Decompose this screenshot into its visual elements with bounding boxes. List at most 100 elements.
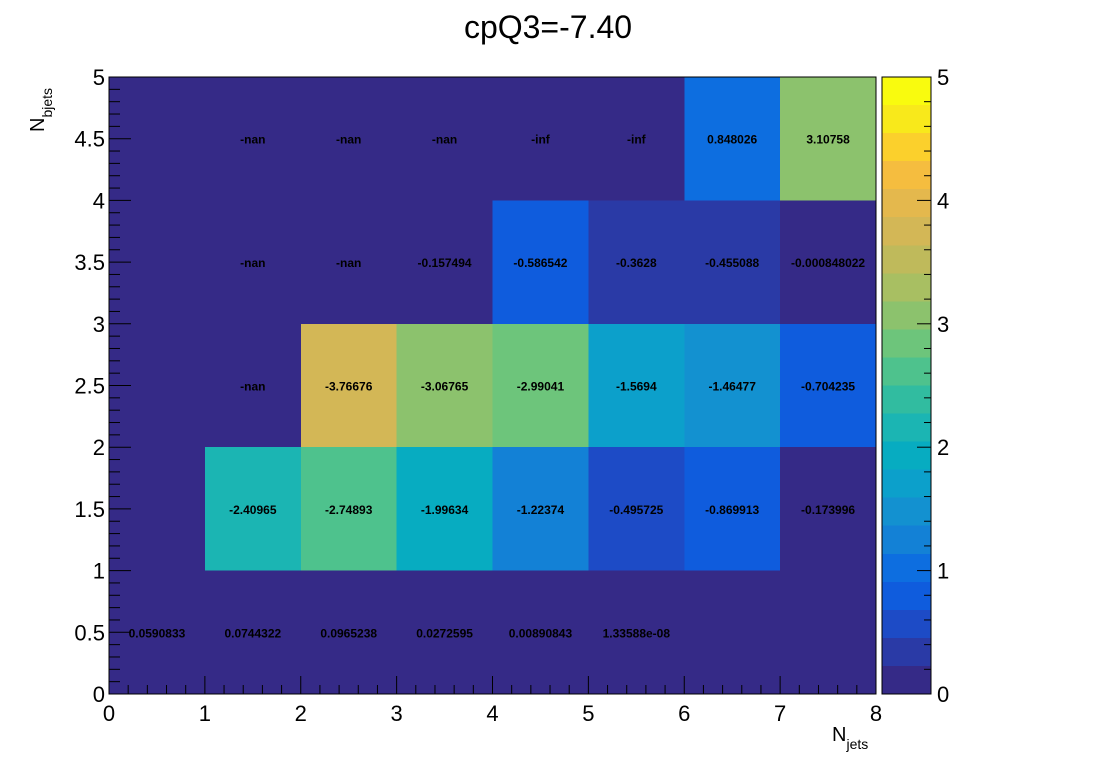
heatmap-cell bbox=[588, 200, 685, 324]
cell-value-label: -0.704235 bbox=[801, 380, 855, 394]
plot-cells bbox=[109, 77, 876, 694]
color-scale-band bbox=[882, 553, 931, 582]
heatmap-cell bbox=[204, 447, 301, 571]
cell-value-label: -1.22374 bbox=[517, 503, 565, 517]
color-scale-band bbox=[882, 189, 931, 218]
x-axis-label: Njets bbox=[832, 724, 868, 752]
heatmap-cell bbox=[684, 447, 781, 571]
color-scale-frame bbox=[881, 76, 932, 695]
x-tick-label: 1 bbox=[199, 701, 211, 726]
cell-value-label: 0.00890843 bbox=[509, 626, 573, 640]
heatmap-cell bbox=[204, 323, 301, 448]
heatmap-cell bbox=[780, 200, 876, 324]
color-scale-band bbox=[882, 217, 931, 246]
heatmap-cell bbox=[684, 570, 781, 694]
y-tick-label: 4.5 bbox=[74, 127, 105, 152]
heatmap-cell bbox=[396, 447, 493, 571]
x-tick-label: 2 bbox=[295, 701, 307, 726]
cell-value-label: -0.586542 bbox=[513, 256, 567, 270]
color-scale-band bbox=[882, 105, 931, 134]
color-scale-band bbox=[882, 161, 931, 190]
heatmap-cell bbox=[492, 323, 589, 448]
cell-value-label: -1.99634 bbox=[421, 503, 469, 517]
cell-value-label: -nan bbox=[240, 133, 265, 147]
heatmap-cell bbox=[588, 323, 685, 448]
y-tick-labels: 0 0.5 1 1.5 2 2.5 3 3.5 4 4.5 5 bbox=[74, 65, 105, 707]
heatmap-cell bbox=[396, 323, 493, 448]
x-tick-label: 0 bbox=[103, 701, 115, 726]
cell-value-label: 0.0965238 bbox=[320, 626, 377, 640]
color-scale-band bbox=[882, 77, 931, 106]
cell-value-label: 1.33588e-08 bbox=[603, 626, 671, 640]
cell-value-label: -1.46477 bbox=[709, 380, 757, 394]
cell-value-label: 3.10758 bbox=[806, 133, 850, 147]
heatmap-cell bbox=[492, 570, 589, 694]
x-tick-label: 4 bbox=[486, 701, 498, 726]
color-scale-band bbox=[882, 609, 931, 638]
x-tick-label: 8 bbox=[870, 701, 882, 726]
y-tick-label: 3 bbox=[93, 312, 105, 337]
y-tick-label: 0.5 bbox=[74, 620, 105, 645]
heatmap-cell bbox=[684, 323, 781, 448]
y-tick-label: 4 bbox=[93, 188, 105, 213]
heatmap-cell bbox=[588, 447, 685, 571]
color-scale-band bbox=[882, 637, 931, 666]
cell-value-label: 0.0590833 bbox=[129, 626, 186, 640]
heatmap-cell bbox=[492, 77, 589, 201]
color-scale-band bbox=[882, 581, 931, 610]
heatmap-cell bbox=[684, 200, 781, 324]
color-scale-band bbox=[882, 301, 931, 330]
cell-value-label: -2.99041 bbox=[517, 380, 565, 394]
cell-labels: 0.0590833 0.0744322 0.0965238 0.0272595 0.00… bbox=[129, 133, 866, 641]
heatmap-cell bbox=[492, 200, 589, 324]
y-tick-label: 5 bbox=[93, 65, 105, 90]
y-tick-label: 2 bbox=[93, 435, 105, 460]
cell-value-label: -2.74893 bbox=[325, 503, 373, 517]
cell-value-label: -0.173996 bbox=[801, 503, 855, 517]
color-scale-band bbox=[882, 469, 931, 498]
heatmap-cell bbox=[204, 77, 301, 201]
cell-value-label: -0.157494 bbox=[418, 256, 472, 270]
z-tick-label: 5 bbox=[937, 65, 949, 90]
heatmap-cell bbox=[780, 570, 876, 694]
x-tick-label: 3 bbox=[391, 701, 403, 726]
cell-value-label: -3.06765 bbox=[421, 380, 469, 394]
heatmap-cell bbox=[396, 77, 493, 201]
axis-ticks bbox=[108, 76, 877, 695]
color-scale-band bbox=[882, 441, 931, 470]
cell-value-label: 0.848026 bbox=[707, 133, 757, 147]
color-scale-ticks: 0 1 2 3 4 5 bbox=[917, 65, 949, 707]
cell-value-label: -nan bbox=[240, 256, 265, 270]
heatmap-cell bbox=[684, 77, 781, 201]
chart-title: cpQ3=-7.40 bbox=[464, 9, 632, 45]
y-tick-label: 1.5 bbox=[74, 497, 105, 522]
cell-value-label: -inf bbox=[531, 133, 551, 147]
heatmap-cell bbox=[300, 447, 397, 571]
color-scale-band bbox=[882, 273, 931, 302]
z-tick-label: 3 bbox=[937, 312, 949, 337]
color-scale bbox=[882, 77, 931, 694]
cell-value-label: -0.455088 bbox=[705, 256, 759, 270]
cell-value-label: -0.000848022 bbox=[791, 256, 865, 270]
heatmap-cell bbox=[396, 570, 493, 694]
cell-value-label: -2.40965 bbox=[229, 503, 277, 517]
z-tick-label: 4 bbox=[937, 188, 949, 213]
heatmap-cell bbox=[300, 570, 397, 694]
heatmap-cell bbox=[204, 570, 301, 694]
heatmap-cell bbox=[492, 447, 589, 571]
y-axis-label-sub: bjets bbox=[39, 88, 55, 118]
color-scale-band bbox=[882, 385, 931, 414]
heatmap-cell bbox=[396, 200, 493, 324]
y-axis-label-main: N bbox=[27, 118, 49, 132]
heatmap-cell bbox=[780, 77, 876, 201]
z-tick-label: 0 bbox=[937, 682, 949, 707]
cell-value-label: -nan bbox=[240, 380, 265, 394]
color-scale-band bbox=[882, 245, 931, 274]
cell-value-label: -0.869913 bbox=[705, 503, 759, 517]
x-axis-label-sub: jets bbox=[845, 736, 868, 752]
cell-value-label: 0.0272595 bbox=[416, 626, 473, 640]
color-scale-band bbox=[882, 665, 931, 694]
x-axis-label-main: N bbox=[832, 724, 846, 746]
heatmap-cell bbox=[300, 200, 397, 324]
z-tick-label: 1 bbox=[937, 559, 949, 584]
